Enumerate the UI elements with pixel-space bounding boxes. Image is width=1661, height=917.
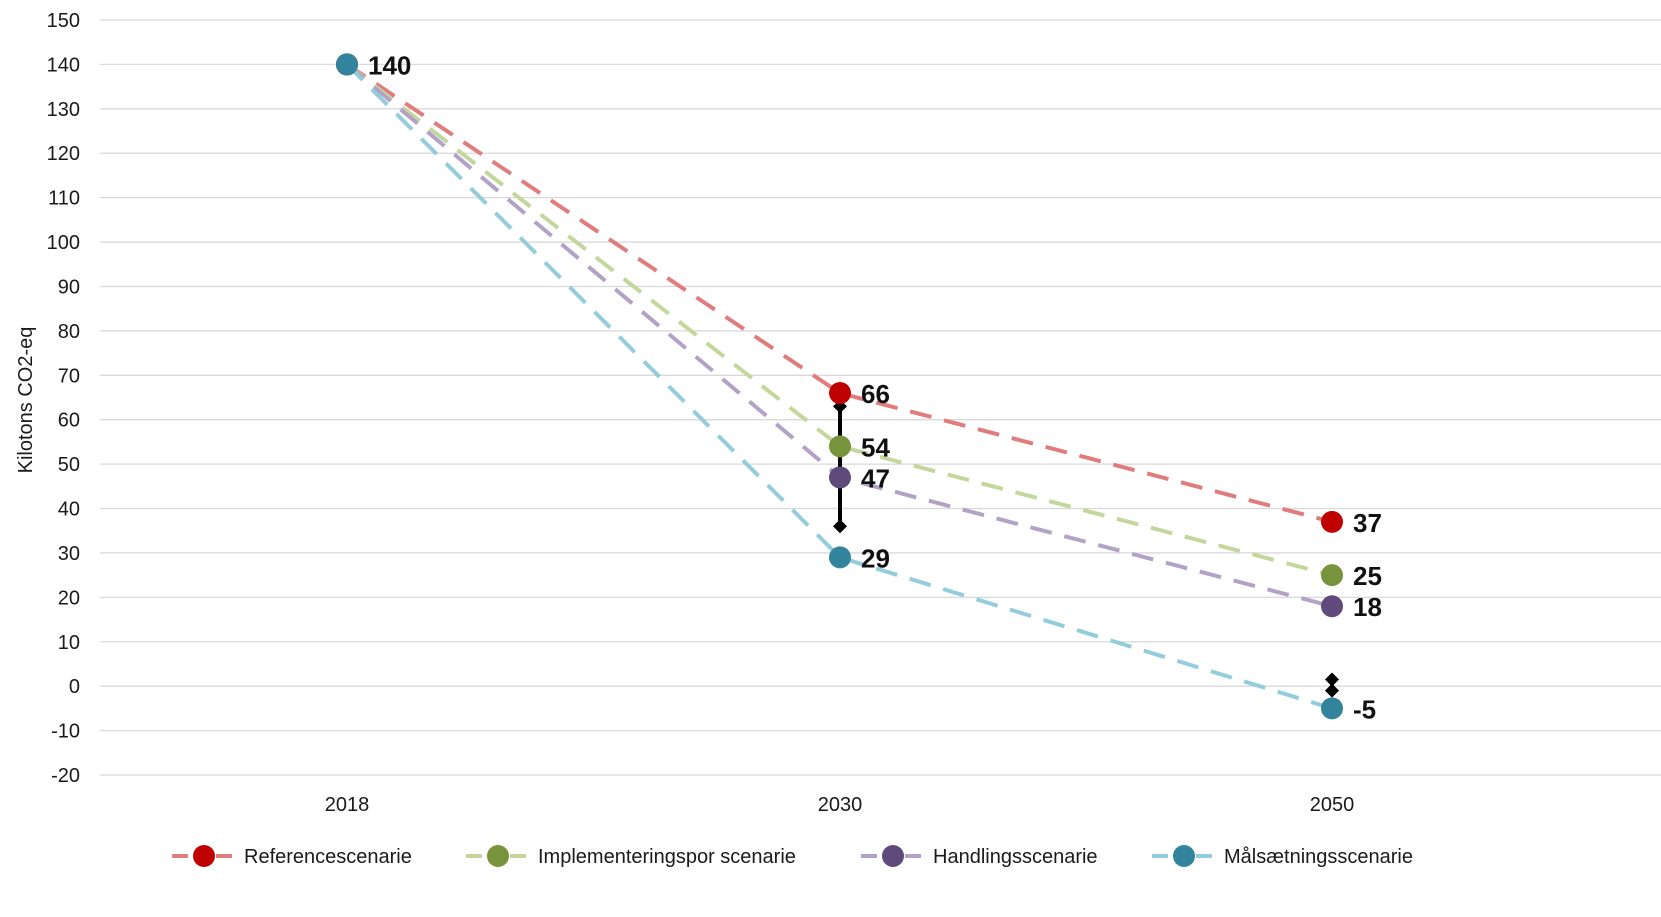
data-label: -5 (1353, 694, 1376, 724)
y-tick-label: 0 (69, 676, 80, 698)
y-axis: -20 -10 0 10 20 30 40 50 60 70 80 90 100 110 120 130 140… (47, 10, 80, 787)
series-markers (336, 53, 1343, 720)
series-line-0 (345, 62, 1333, 524)
series-point-2-1 (829, 466, 851, 489)
series-point-3-1 (829, 546, 851, 569)
legend-marker-1 (487, 845, 509, 867)
y-tick-label: 40 (58, 499, 80, 521)
data-label: 18 (1353, 592, 1382, 622)
data-label: 37 (1353, 508, 1382, 538)
y-tick-label: 80 (58, 321, 80, 343)
range-bars (833, 399, 1339, 698)
y-tick-label: 50 (58, 454, 80, 476)
data-labels: 66 37 54 25 47 18 140 29 -5 (368, 50, 1382, 724)
legend-entry: Implementeringspor scenarie (538, 846, 796, 868)
series-point-0-2 (1321, 510, 1343, 533)
y-tick-label: 90 (58, 276, 80, 298)
y-tick-label: 70 (58, 365, 80, 387)
data-label: 25 (1353, 561, 1382, 591)
series-point-2-2 (1321, 595, 1343, 618)
legend-marker-3 (1173, 845, 1195, 867)
range-cap-0-1 (833, 519, 847, 534)
y-tick-label: 10 (58, 632, 80, 654)
range-cap-1-1 (1325, 683, 1339, 698)
y-tick-label: -10 (51, 721, 80, 743)
data-label: 47 (861, 463, 890, 493)
legend-entry: Målsætningsscenarie (1224, 846, 1413, 868)
y-tick-label: 60 (58, 410, 80, 432)
legend-entry: Referencescenarie (244, 846, 412, 868)
series-point-1-1 (829, 435, 851, 458)
x-tick-label: 2018 (325, 794, 370, 816)
y-axis-label: Kilotons CO2-eq (15, 327, 37, 474)
series-point-0-1 (829, 382, 851, 405)
range-cap-1-0 (1325, 672, 1339, 687)
series-point-3-2 (1321, 697, 1343, 720)
data-label: 66 (861, 379, 890, 409)
y-tick-label: 140 (47, 54, 80, 76)
data-label: 54 (861, 432, 890, 462)
y-tick-label: 20 (58, 587, 80, 609)
legend-marker-2 (882, 845, 904, 867)
x-axis: 2018 2030 2050 (325, 794, 1355, 816)
y-tick-label: 150 (47, 10, 80, 32)
series-point-3-0 (336, 53, 358, 76)
x-tick-label: 2050 (1310, 794, 1355, 816)
y-tick-label: 110 (48, 188, 80, 210)
y-tick-label: -20 (51, 765, 80, 787)
legend: Referencescenarie Implementeringspor scen… (172, 845, 1413, 868)
y-tick-label: 120 (47, 143, 80, 165)
data-label: 29 (861, 543, 890, 573)
legend-marker-0 (193, 845, 215, 867)
series-line-1 (345, 62, 1333, 578)
y-tick-label: 130 (47, 99, 80, 121)
y-tick-label: 30 (58, 543, 80, 565)
series-point-1-2 (1321, 564, 1343, 587)
data-label: 140 (368, 50, 411, 80)
y-tick-label: 100 (47, 232, 80, 254)
x-tick-label: 2030 (818, 794, 863, 816)
gridlines (100, 19, 1661, 776)
legend-entry: Handlingsscenarie (933, 846, 1098, 868)
